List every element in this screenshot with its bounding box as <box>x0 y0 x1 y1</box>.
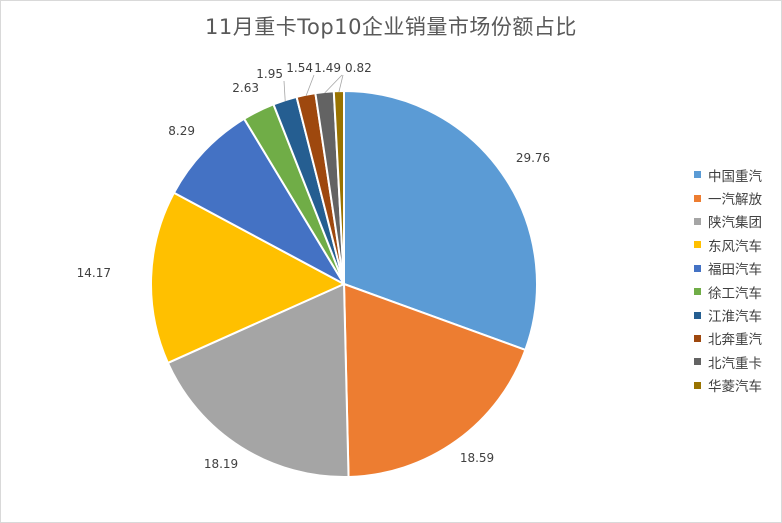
legend-item-6: 徐工汽车 <box>694 280 762 303</box>
legend-swatch <box>694 358 701 366</box>
chart-legend: 中国重汽一汽解放陕汽集团东风汽车福田汽车徐工汽车江淮汽车北奔重汽北汽重卡华菱汽车 <box>694 163 762 397</box>
data-label-1: 29.76 <box>516 151 550 165</box>
legend-swatch <box>694 334 701 342</box>
legend-swatch <box>694 194 701 202</box>
data-label-10: 0.82 <box>345 61 372 75</box>
leader-line-10 <box>338 74 344 93</box>
legend-item-3: 陕汽集团 <box>694 210 762 233</box>
legend-swatch <box>694 171 701 179</box>
legend-label: 一汽解放 <box>708 192 762 209</box>
legend-item-9: 北汽重卡 <box>694 350 762 373</box>
legend-label: 江淮汽车 <box>708 309 762 326</box>
legend-label: 北奔重汽 <box>708 332 762 349</box>
legend-label: 中国重汽 <box>708 168 762 185</box>
legend-item-4: 东风汽车 <box>694 233 762 256</box>
legend-item-5: 福田汽车 <box>694 257 762 280</box>
pie-slice-2 <box>343 283 527 478</box>
pie-slice-3 <box>166 283 350 478</box>
legend-item-10: 华菱汽车 <box>694 374 762 397</box>
legend-swatch <box>694 288 701 296</box>
legend-item-1: 中国重汽 <box>694 163 762 186</box>
legend-label: 福田汽车 <box>708 262 762 279</box>
leader-line-8 <box>305 74 315 96</box>
legend-label: 华菱汽车 <box>708 379 762 396</box>
legend-swatch <box>694 311 701 319</box>
data-label-9: 1.49 <box>314 61 341 75</box>
data-label-3: 18.19 <box>204 457 238 471</box>
pie-slice-5 <box>172 117 345 285</box>
leader-line-7 <box>283 80 286 102</box>
pie-slice-1 <box>343 90 538 351</box>
data-label-7: 1.95 <box>256 67 283 81</box>
legend-swatch <box>694 241 701 249</box>
legend-label: 陕汽集团 <box>708 215 762 232</box>
legend-label: 北汽重卡 <box>708 355 762 372</box>
legend-swatch <box>694 264 701 272</box>
legend-item-7: 江淮汽车 <box>694 303 762 326</box>
legend-item-8: 北奔重汽 <box>694 327 762 350</box>
leader-line-9 <box>324 74 343 94</box>
legend-item-2: 一汽解放 <box>694 186 762 209</box>
legend-label: 东风汽车 <box>708 238 762 255</box>
pie-slice-4 <box>150 191 345 364</box>
legend-label: 徐工汽车 <box>708 285 762 302</box>
data-label-2: 18.59 <box>460 451 494 465</box>
chart-title: 11月重卡Top10企业销量市场份额占比 <box>205 15 577 39</box>
legend-swatch <box>694 217 701 225</box>
data-label-8: 1.54 <box>286 61 313 75</box>
data-label-4: 14.17 <box>77 266 111 280</box>
data-label-5: 8.29 <box>168 124 195 138</box>
legend-swatch <box>694 381 701 389</box>
data-label-6: 2.63 <box>232 81 259 95</box>
